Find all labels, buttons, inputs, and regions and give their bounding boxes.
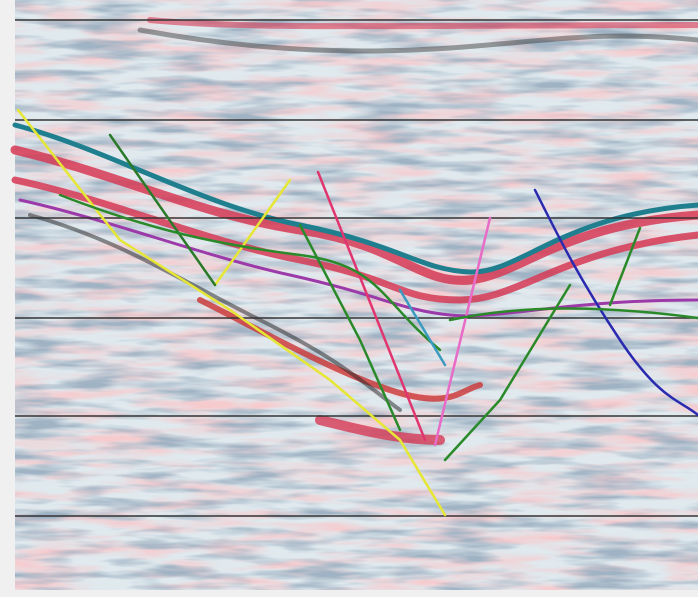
seismic-texture bbox=[15, 0, 698, 590]
grid-lines bbox=[15, 19, 698, 517]
interpretation-lines bbox=[16, 108, 698, 517]
bottom-frame bbox=[0, 590, 698, 597]
